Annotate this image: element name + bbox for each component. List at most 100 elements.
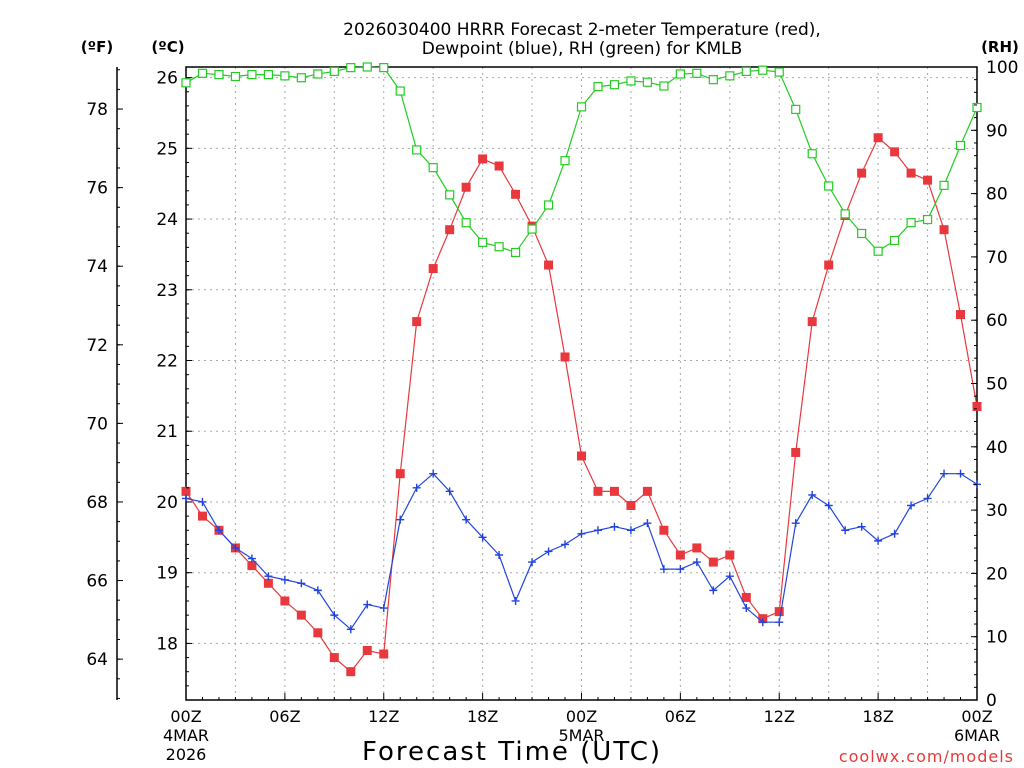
dewpoint-point: [692, 558, 701, 567]
temperature-point: [296, 610, 306, 620]
dewpoint-point: [182, 494, 190, 503]
rh-tick-label: 10: [986, 628, 1008, 648]
series-dewpoint: [182, 469, 981, 634]
rh-point: [560, 156, 570, 166]
dewpoint-point: [363, 600, 372, 609]
dewpoint-point: [561, 540, 570, 549]
rh-point: [395, 86, 405, 96]
temperature-point: [461, 182, 471, 192]
temperature-point: [577, 451, 586, 461]
rh-point: [593, 82, 603, 92]
fahrenheit-tick-label: 72: [86, 336, 108, 356]
celsius-tick-label: 19: [156, 564, 178, 584]
fahrenheit-tick-label: 76: [86, 179, 108, 199]
dewpoint-point: [198, 497, 207, 506]
rh-point: [741, 66, 751, 77]
dewpoint-point: [396, 515, 405, 524]
temperature-point: [956, 310, 966, 320]
grid-lines: [186, 67, 977, 700]
rh-point: [824, 181, 834, 191]
rh-point: [362, 62, 372, 72]
rh-point: [247, 69, 257, 80]
series-temperature: [181, 133, 982, 677]
rh-point: [857, 228, 867, 239]
temperature-point: [197, 511, 207, 521]
temperature-point: [511, 189, 521, 199]
temperature-point: [939, 225, 949, 235]
dewpoint-point: [528, 558, 537, 567]
dewpoint-point: [923, 494, 932, 503]
rh-unit-label: (RH): [981, 38, 1019, 56]
rh-tick-label: 70: [986, 248, 1008, 268]
temperature-point: [346, 667, 356, 677]
temperature-point: [890, 147, 900, 157]
dewpoint-point: [577, 529, 586, 538]
rh-point: [428, 163, 438, 173]
rh-point: [758, 65, 768, 75]
rh-tick-label: 30: [986, 501, 1008, 521]
rh-point: [576, 102, 587, 112]
dewpoint-point: [940, 469, 949, 478]
dewpoint-point: [659, 565, 668, 574]
dewpoint-point: [593, 526, 602, 535]
rh-point: [494, 242, 504, 252]
axis-layer: 18 19 20 21 22 23 24 25 26 64 66 68 70 72 74 76 78 0 10 20 3…: [86, 58, 1018, 764]
celsius-tick-label: 18: [156, 634, 178, 654]
rh-point: [181, 78, 191, 88]
dewpoint-point: [725, 572, 734, 581]
rh-point: [543, 200, 554, 210]
rh-point: [445, 190, 455, 200]
dewpoint-point: [313, 586, 322, 595]
plot-border: [185, 66, 978, 701]
plot-frame: [116, 66, 978, 701]
rh-point: [939, 180, 949, 190]
rh-tick-label: 20: [986, 564, 1008, 584]
temperature-point: [329, 653, 339, 663]
rh-point: [313, 69, 323, 79]
rh-point: [692, 68, 702, 78]
temperature-point: [659, 525, 669, 535]
series-rh: [181, 62, 982, 258]
temperature-point: [247, 561, 257, 571]
rh-point: [478, 237, 488, 247]
temperature-point: [181, 486, 191, 496]
dewpoint-point: [429, 469, 438, 478]
dewpoint-point: [857, 522, 866, 531]
temperature-point: [412, 317, 422, 327]
rh-point: [906, 218, 916, 228]
chart-title-line-2: Dewpoint (blue), RH (green) for KMLB: [422, 39, 743, 59]
rh-point: [230, 71, 241, 82]
temperature-point: [379, 649, 389, 659]
celsius-tick-label: 20: [156, 493, 178, 513]
temperature-point: [593, 486, 603, 496]
temperature-point: [642, 486, 652, 496]
temperature-point: [675, 550, 685, 560]
dewpoint-point: [346, 625, 355, 634]
x-tick-date-label: 5MAR: [558, 726, 604, 745]
dewpoint-point: [956, 469, 965, 478]
rh-point: [329, 66, 339, 77]
rh-point: [197, 68, 208, 78]
rh-point: [972, 102, 982, 113]
dewpoint-point: [511, 596, 520, 605]
rh-point: [922, 214, 933, 225]
rh-point: [346, 63, 356, 73]
rh-point: [510, 247, 521, 258]
dewpoint-point: [379, 604, 388, 613]
temperature-point: [807, 317, 817, 327]
dewpoint-point: [626, 526, 635, 535]
rh-tick-label: 50: [986, 375, 1008, 395]
dewpoint-point: [462, 515, 471, 524]
x-tick-label: 00Z: [170, 707, 201, 726]
rh-point: [379, 63, 389, 73]
dewpoint-point: [791, 519, 800, 528]
celsius-tick-label: 25: [156, 139, 178, 159]
rh-point: [642, 77, 653, 87]
rh-tick-label: 80: [986, 185, 1008, 205]
rh-point: [263, 69, 273, 80]
dewpoint-point: [330, 611, 339, 620]
fahrenheit-tick-label: 66: [86, 572, 108, 592]
temperature-point: [280, 596, 290, 606]
temperature-point: [478, 154, 488, 164]
rh-point: [527, 224, 537, 234]
